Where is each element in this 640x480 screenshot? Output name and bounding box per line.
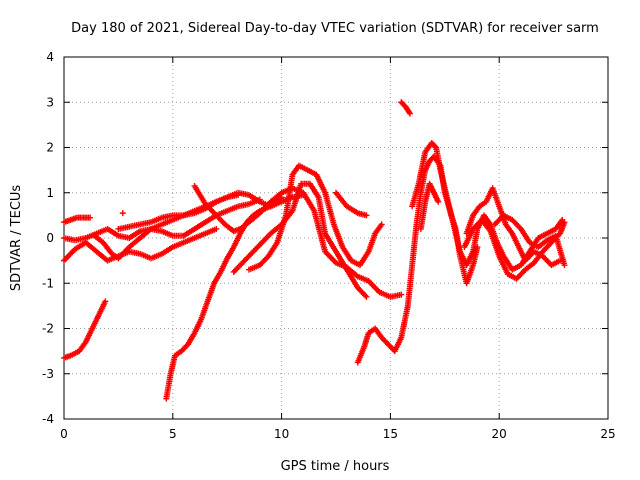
series-track-7 — [119, 210, 126, 217]
series-track-16 — [417, 180, 442, 232]
y-tick-label: 3 — [46, 95, 54, 109]
x-tick-label: 15 — [383, 427, 398, 441]
data-point — [213, 225, 220, 232]
data-points — [61, 99, 568, 402]
series-track-12 — [333, 189, 370, 219]
data-point — [435, 198, 442, 205]
data-point — [363, 212, 370, 219]
data-point — [102, 298, 109, 305]
y-tick-label: 2 — [46, 141, 54, 155]
series-track-18 — [461, 216, 568, 282]
data-point — [398, 291, 405, 298]
series-track-10 — [230, 180, 370, 300]
data-point — [406, 110, 413, 117]
data-point — [561, 262, 568, 269]
axis-ticks: 0 5 10 15 20 25 -4 -3 -2 -1 0 1 2 3 4 — [42, 50, 616, 441]
y-tick-label: 1 — [46, 186, 54, 200]
data-point — [561, 219, 568, 226]
series-track-1 — [61, 298, 109, 361]
y-tick-label: -3 — [42, 367, 54, 381]
data-point — [363, 293, 370, 300]
y-tick-label: -1 — [42, 276, 54, 290]
x-tick-label: 5 — [169, 427, 177, 441]
y-tick-label: 4 — [46, 50, 54, 64]
x-tick-label: 25 — [600, 427, 615, 441]
data-point — [87, 214, 94, 221]
series-track-14 — [398, 99, 413, 117]
y-tick-label: -4 — [42, 412, 54, 426]
x-tick-label: 0 — [60, 427, 68, 441]
series-track-11 — [245, 162, 385, 273]
chart-title: Day 180 of 2021, Sidereal Day-to-day VTE… — [71, 21, 599, 36]
data-point — [378, 221, 385, 228]
data-point — [362, 292, 369, 299]
data-point — [432, 143, 439, 150]
series-track-19 — [491, 212, 568, 269]
data-point — [474, 244, 481, 251]
y-tick-label: 0 — [46, 231, 54, 245]
x-tick-label: 10 — [274, 427, 289, 441]
x-axis-label: GPS time / hours — [281, 459, 390, 474]
data-point — [119, 210, 126, 217]
series-track-4 — [61, 196, 263, 244]
x-tick-label: 20 — [492, 427, 507, 441]
y-tick-label: -2 — [42, 322, 54, 336]
series-track-2 — [61, 214, 94, 226]
y-axis-label: SDTVAR / TECUs — [9, 185, 24, 292]
